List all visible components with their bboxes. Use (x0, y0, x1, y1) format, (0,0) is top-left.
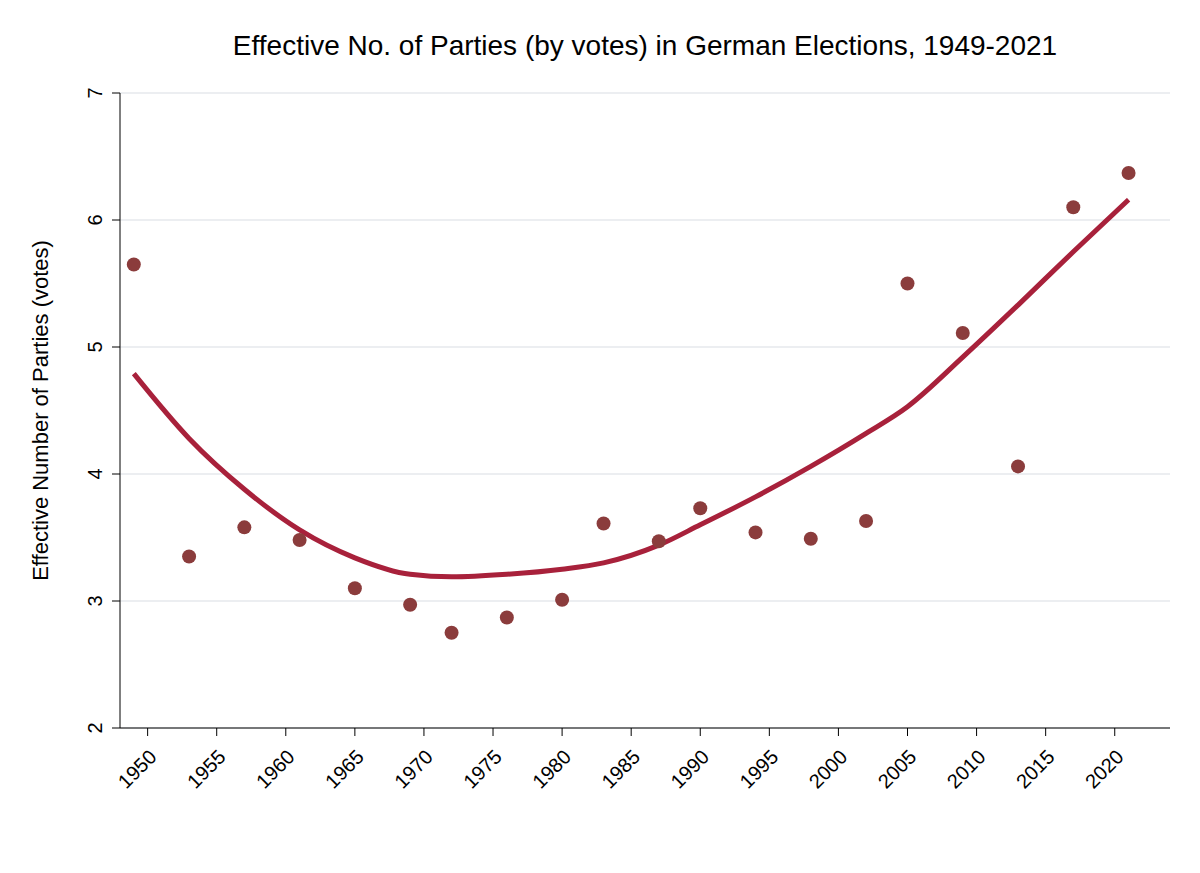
svg-text:2010: 2010 (943, 745, 990, 792)
svg-text:2000: 2000 (804, 745, 851, 792)
svg-text:4: 4 (84, 468, 106, 479)
svg-text:7: 7 (84, 87, 106, 98)
svg-text:1950: 1950 (114, 745, 161, 792)
svg-text:1985: 1985 (597, 745, 644, 792)
html-text:Effective No. of Parties (by v: Effective No. of Parties (by votes) in G… (232, 30, 1058, 61)
svg-text:1955: 1955 (183, 745, 230, 792)
svg-text:1975: 1975 (459, 745, 506, 792)
svg-text:1980: 1980 (528, 745, 575, 792)
svg-text:1965: 1965 (321, 745, 368, 792)
svg-text:5: 5 (84, 341, 106, 352)
svg-text:6: 6 (84, 214, 106, 225)
svg-text:2015: 2015 (1012, 745, 1059, 792)
svg-text:3: 3 (84, 595, 106, 606)
svg-text:1970: 1970 (390, 745, 437, 792)
svg-text:2: 2 (84, 722, 106, 733)
svg-text:2005: 2005 (873, 745, 920, 792)
svg-text:2020: 2020 (1081, 745, 1128, 792)
svg-text:1990: 1990 (666, 745, 713, 792)
svg-text:1960: 1960 (252, 745, 299, 792)
svg-text:1995: 1995 (735, 745, 782, 792)
svg-text:Effective Number of Parties (v: Effective Number of Parties (votes) (28, 240, 53, 581)
